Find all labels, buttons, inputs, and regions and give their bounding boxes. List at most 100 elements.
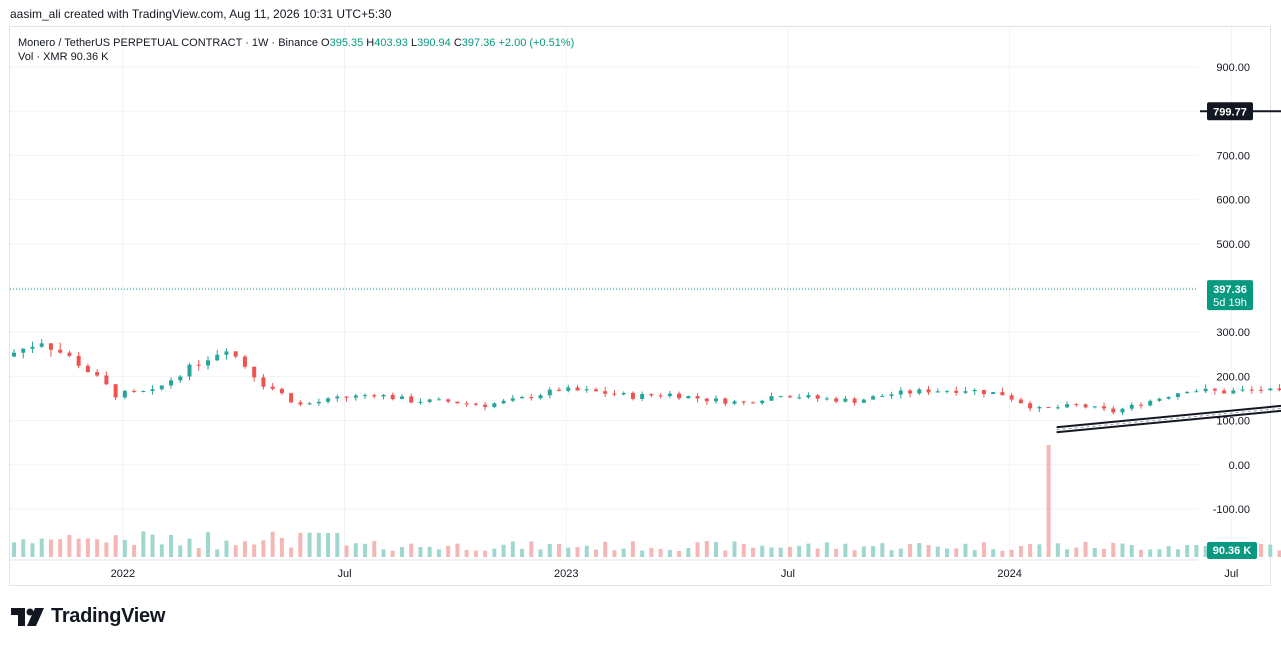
candle-body — [843, 398, 848, 402]
candle-body — [815, 395, 820, 399]
candle-body — [187, 364, 192, 377]
candle-body — [21, 348, 26, 353]
candle-body — [113, 384, 118, 398]
candle-body — [76, 355, 81, 366]
volume-bar — [178, 545, 183, 557]
axes: 900.00800.00700.00600.00500.00400.00300.… — [111, 62, 1257, 580]
candle-body — [1259, 389, 1264, 391]
candle-body — [1120, 408, 1125, 413]
volume-bar — [778, 547, 783, 557]
volume-bar — [483, 550, 488, 557]
candle-body — [1046, 407, 1051, 409]
volume-bar — [630, 541, 635, 557]
candle-body — [751, 402, 755, 404]
volume-bar — [769, 547, 774, 557]
x-tick-label: Jul — [1224, 568, 1238, 580]
candle-body — [344, 396, 349, 398]
candle-body — [1074, 404, 1079, 406]
volume-bar — [501, 544, 506, 557]
candle-body — [390, 394, 395, 400]
candle-body — [926, 389, 931, 393]
candle-body — [224, 351, 229, 355]
volume-bar — [1259, 543, 1264, 557]
candle-body — [1102, 406, 1107, 409]
volume-bar — [538, 549, 543, 557]
candle-body — [1111, 408, 1116, 413]
volume-bar — [1083, 541, 1088, 557]
y-tick-label: -100.00 — [1213, 504, 1250, 516]
volume-bar — [455, 543, 460, 557]
candle-body — [1055, 407, 1060, 409]
last-price-badge — [1207, 280, 1253, 311]
volume-bar — [224, 540, 229, 557]
candle-body — [981, 389, 986, 395]
volume-bar — [446, 545, 451, 557]
volume-bar — [1046, 445, 1051, 557]
volume-label: Vol · XMR — [18, 51, 68, 63]
tradingview-wordmark: TradingView — [51, 605, 166, 627]
candle-body — [1157, 398, 1162, 401]
candle-body — [741, 401, 746, 403]
candle-body — [1148, 400, 1153, 406]
volume-bar — [908, 544, 913, 557]
volume-bar — [695, 542, 700, 557]
candle-body — [603, 391, 608, 394]
volume-bar — [132, 545, 137, 557]
volume-bar — [1102, 548, 1107, 557]
volume-bar — [113, 535, 118, 557]
volume-bars — [12, 445, 1281, 557]
volume-bar — [667, 550, 672, 557]
candle-body — [861, 399, 866, 403]
candle-body — [972, 389, 977, 392]
candle-body — [326, 398, 331, 402]
candle-body — [732, 401, 737, 404]
candle-body — [769, 396, 774, 401]
volume-bar — [806, 543, 811, 557]
candle-body — [1212, 388, 1217, 391]
candle-body — [363, 395, 368, 397]
candle-body — [1138, 404, 1143, 406]
y-tick-label: 0.00 — [1229, 460, 1250, 472]
ohlc-close-label: C — [453, 37, 462, 49]
volume-bar — [261, 540, 266, 557]
candle-body — [723, 398, 728, 404]
volume-bar — [787, 546, 792, 557]
volume-bar — [298, 532, 303, 557]
candle-body — [1083, 404, 1088, 408]
volume-bar — [686, 547, 691, 557]
candle-body — [1037, 407, 1042, 409]
tradingview-logo[interactable]: TradingView — [11, 605, 165, 628]
candle-body — [409, 396, 414, 403]
volume-bar — [289, 547, 294, 557]
volume-bar — [926, 545, 931, 557]
volume-bar — [104, 542, 109, 557]
candle-body — [1166, 396, 1171, 399]
volume-bar — [520, 548, 525, 557]
candle-body — [372, 395, 377, 397]
candle-body — [242, 356, 247, 367]
volume-bar — [1074, 547, 1079, 557]
candle-body — [1092, 406, 1097, 408]
volume-bar — [963, 543, 968, 557]
volume-bar — [741, 543, 746, 557]
x-tick-label: 2024 — [997, 568, 1021, 580]
volume-bar — [1028, 544, 1033, 557]
candle-body — [39, 343, 44, 347]
ohlc-high-label: H — [366, 37, 375, 49]
candle-body — [30, 346, 35, 349]
volume-bar — [1277, 550, 1281, 557]
candle-body — [104, 375, 109, 385]
chart-frame[interactable] — [9, 26, 1271, 586]
candle-body — [205, 360, 210, 366]
volume-bar — [205, 532, 210, 557]
volume-badge — [1207, 542, 1257, 559]
candle-body — [1222, 390, 1227, 394]
candle-body — [150, 389, 155, 392]
volume-bar — [381, 549, 386, 557]
candle-body — [520, 397, 525, 399]
volume-bar — [1148, 549, 1153, 557]
candle-body — [760, 400, 765, 404]
candle-body — [704, 398, 709, 402]
volume-bar — [871, 546, 876, 557]
